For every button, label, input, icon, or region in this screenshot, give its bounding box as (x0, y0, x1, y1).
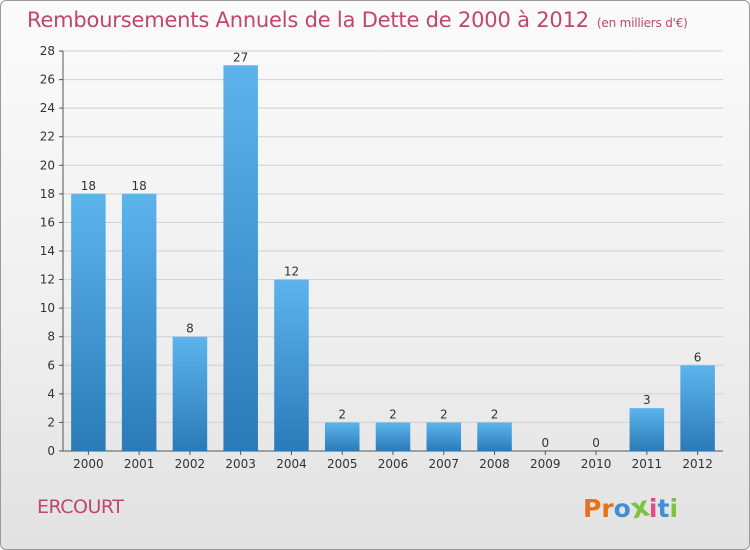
chart-title: Remboursements Annuels de la Dette de 20… (27, 8, 688, 32)
data-label-2001: 18 (132, 179, 147, 193)
data-label-2005: 2 (338, 407, 346, 421)
y-tick-label: 22 (40, 130, 55, 144)
data-label-2000: 18 (81, 179, 96, 193)
data-label-2008: 2 (491, 407, 499, 421)
logo-letter: t (657, 494, 670, 523)
logo-letter: i (669, 494, 679, 523)
x-tick-label-2001: 2001 (124, 457, 155, 471)
x-tick-label-2010: 2010 (581, 457, 612, 471)
x-tick-label-2011: 2011 (632, 457, 663, 471)
x-tick-label-2009: 2009 (530, 457, 561, 471)
logo-letter: r (601, 494, 614, 523)
data-label-2012: 6 (694, 350, 702, 364)
bar-2001 (121, 193, 157, 451)
town-name: ERCOURT (37, 496, 124, 518)
bar-2005 (324, 422, 360, 451)
bar-2008 (477, 422, 512, 451)
bar-2002 (172, 336, 208, 451)
x-tick-label-2008: 2008 (479, 457, 510, 471)
y-tick-label: 14 (40, 244, 55, 258)
x-tick-label-2006: 2006 (378, 457, 409, 471)
chart-unit: (en milliers d'€) (596, 16, 688, 30)
chart-title-text: Remboursements Annuels de la Dette de 20… (27, 8, 589, 32)
y-tick-label: 4 (47, 387, 55, 401)
y-tick-label: 6 (47, 358, 55, 372)
logo-letter: o (613, 494, 631, 523)
bar-2011 (629, 408, 665, 451)
bar-2006 (375, 422, 411, 451)
logo-letter: i (648, 494, 658, 523)
data-label-2007: 2 (440, 407, 448, 421)
bar-2012 (680, 365, 715, 451)
y-tick-label: 24 (40, 101, 55, 115)
data-label-2009: 0 (541, 436, 549, 450)
bar-2003 (223, 65, 258, 452)
data-label-2010: 0 (592, 436, 600, 450)
y-tick-label: 2 (47, 415, 55, 429)
x-tick-label-2003: 2003 (225, 457, 256, 471)
data-label-2003: 27 (233, 50, 248, 64)
data-label-2004: 12 (284, 265, 299, 279)
bar-2007 (426, 422, 462, 451)
bar-2004 (274, 279, 309, 451)
x-tick-label-2004: 2004 (276, 457, 307, 471)
y-tick-label: 0 (47, 444, 55, 458)
y-tick-label: 28 (40, 44, 55, 58)
bar-2000 (71, 193, 106, 451)
data-label-2006: 2 (389, 407, 397, 421)
data-label-2002: 8 (186, 322, 194, 336)
y-tick-label: 16 (40, 215, 55, 229)
y-tick-label: 18 (40, 187, 55, 201)
grid-layer (63, 50, 723, 452)
y-tick-label: 12 (40, 273, 55, 287)
x-tick-label-2007: 2007 (428, 457, 459, 471)
y-tick-label: 20 (40, 158, 55, 172)
x-tick-label-2005: 2005 (327, 457, 358, 471)
y-tick-label: 10 (40, 301, 55, 315)
y-tick-label: 8 (47, 330, 55, 344)
label-layer: 1820001820018200227200312200422005220062… (73, 50, 713, 471)
proxiti-logo: Proxiti (583, 489, 679, 525)
x-tick-label-2000: 2000 (73, 457, 104, 471)
logo-letter: P (583, 494, 602, 523)
bar-layer (71, 65, 715, 452)
x-tick-label-2002: 2002 (175, 457, 206, 471)
x-tick-label-2012: 2012 (682, 457, 713, 471)
y-tick-label: 26 (40, 73, 55, 87)
data-label-2011: 3 (643, 393, 651, 407)
